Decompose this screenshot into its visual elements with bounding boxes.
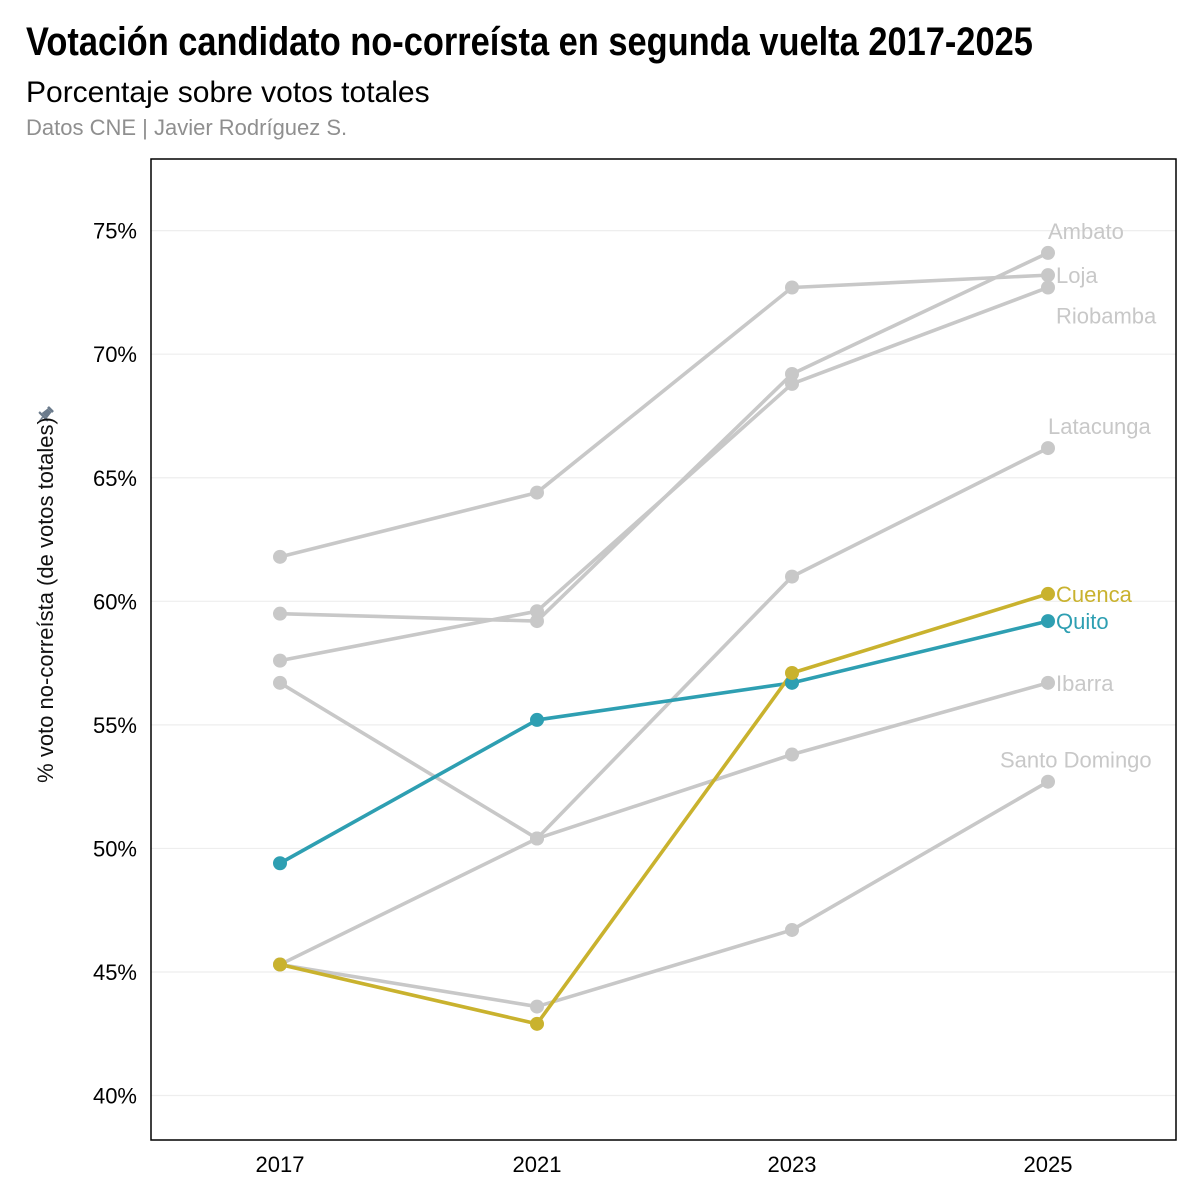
y-tick-label: 55% [93,713,137,738]
point-loja-2023 [785,280,799,295]
series-label-santo-domingo: Santo Domingo [1000,748,1152,773]
series-line-cuenca [278,592,1050,1026]
x-tick-label: 2021 [513,1152,562,1177]
point-ambato-2021 [530,614,544,629]
point-latacunga-2017 [273,675,287,690]
y-tick-label: 45% [93,960,137,985]
point-loja-2025 [1041,268,1055,283]
series-line-quito [278,619,1050,866]
x-tick-label: 2023 [768,1152,817,1177]
chart-subtitle: Porcentaje sobre votos totales [26,76,430,109]
point-latacunga-2025 [1041,441,1055,456]
point-ambato-2017 [273,606,287,621]
point-cuenca-2017 [273,957,287,972]
series-label-cuenca: Cuenca [1056,582,1133,607]
series-line-santo-domingo [278,779,1050,1009]
x-tick-label: 2017 [256,1152,305,1177]
point-loja-2021 [530,485,544,500]
series-line-ambato [278,251,1050,623]
series-label-quito: Quito [1056,609,1109,634]
series-line-ibarra [278,681,1050,967]
point-riobamba-2025 [1041,280,1055,295]
series-label-ambato: Ambato [1048,219,1124,244]
y-axis-ticks: 40% 45% 50% 55% 60% 65% 70% 75% [93,219,137,1109]
point-loja-2017 [273,549,287,564]
point-riobamba-2017 [273,653,287,668]
point-ibarra-2023 [785,747,799,762]
point-santo-domingo-2025 [1041,774,1055,789]
point-ibarra-2021 [530,831,544,846]
point-quito-2023 [785,675,799,690]
series-label-riobamba: Riobamba [1056,303,1157,328]
point-riobamba-2021 [530,604,544,619]
series-lines [278,251,1050,1026]
series-line-latacunga [278,446,1050,841]
y-tick-label: 40% [93,1084,137,1109]
y-axis-label-container: % voto no-correísta (de votos totales) [30,330,62,870]
y-axis-label: % voto no-correísta (de votos totales) [33,417,58,783]
x-tick-label: 2025 [1024,1152,1073,1177]
y-tick-label: 60% [93,589,137,614]
series-line-loja [278,273,1050,559]
y-tick-label: 70% [93,342,137,367]
chart-caption: Datos CNE | Javier Rodríguez S. [26,115,348,140]
series-points [273,245,1055,1031]
point-ambato-2023 [785,366,799,381]
x-axis-ticks: 2017 2021 2023 2025 [256,1152,1073,1177]
point-cuenca-2023 [785,665,799,680]
y-tick-label: 75% [93,219,137,244]
point-quito-2017 [273,856,287,871]
series-label-ibarra: Ibarra [1056,671,1114,696]
point-ambato-2025 [1041,245,1055,260]
point-cuenca-2025 [1041,586,1055,601]
y-tick-label: 65% [93,466,137,491]
series-label-latacunga: Latacunga [1048,414,1152,439]
point-santo-domingo-2021 [530,999,544,1014]
point-riobamba-2023 [785,376,799,391]
point-quito-2025 [1041,614,1055,629]
point-santo-domingo-2023 [785,922,799,937]
pin-icon[interactable] [34,404,56,426]
point-cuenca-2021 [530,1016,544,1031]
point-ibarra-2025 [1041,675,1055,690]
y-tick-label: 50% [93,836,137,861]
point-quito-2021 [530,712,544,727]
chart-title: Votación candidato no-correísta en segun… [26,20,1033,64]
series-label-loja: Loja [1056,263,1098,288]
gridlines [151,230,1176,1097]
plot-frame [150,158,1177,1141]
point-latacunga-2023 [785,569,799,584]
series-labels: Ambato Loja Riobamba Latacunga Ibarra Santo D… [1000,219,1157,773]
series-line-riobamba [278,285,1050,663]
